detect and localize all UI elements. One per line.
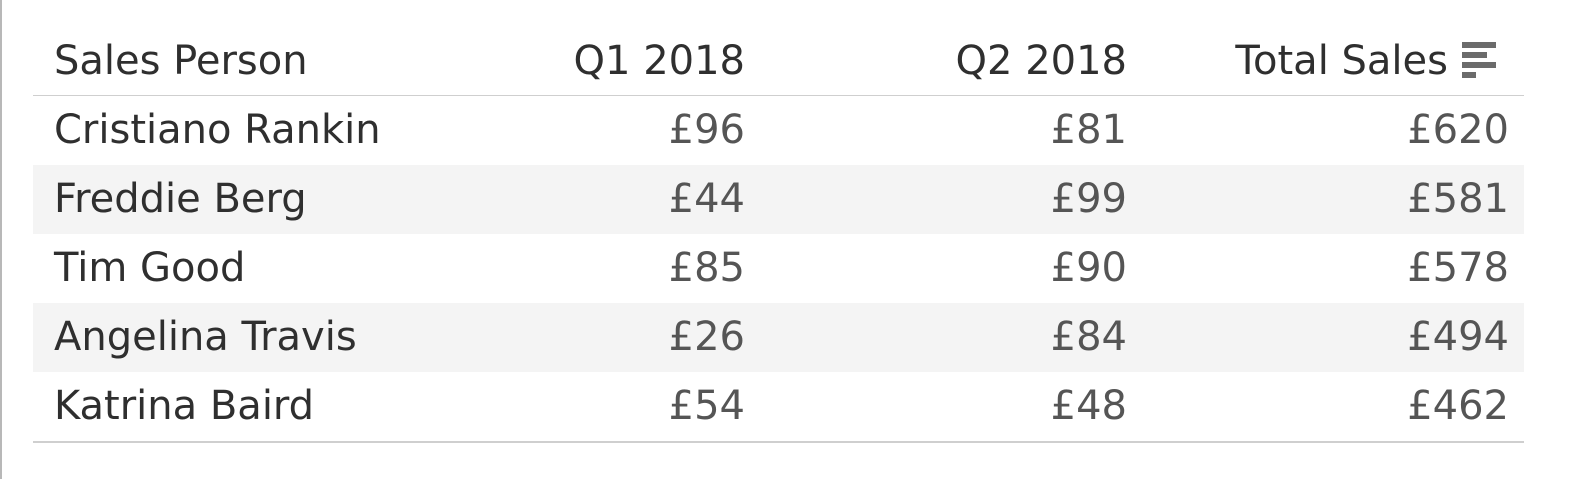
cell-q2-2018: £99: [1050, 176, 1127, 222]
table-row: Cristiano Rankin £96 £81 £620: [33, 96, 1524, 165]
header-total-sales[interactable]: Total Sales: [1235, 38, 1448, 84]
table-bottom-border: [33, 441, 1524, 443]
cell-q1-2018: £26: [668, 314, 745, 360]
cell-sales-person: Angelina Travis: [54, 314, 357, 360]
cell-q1-2018: £44: [668, 176, 745, 222]
cell-q1-2018: £96: [668, 107, 745, 153]
table-row: Tim Good £85 £90 £578: [33, 234, 1524, 303]
cell-q1-2018: £54: [668, 383, 745, 429]
header-sales-person[interactable]: Sales Person: [54, 38, 308, 84]
table-row: Freddie Berg £44 £99 £581: [33, 165, 1524, 234]
cell-q1-2018: £85: [668, 245, 745, 291]
cell-q2-2018: £48: [1050, 383, 1127, 429]
cell-q2-2018: £90: [1050, 245, 1127, 291]
sort-descending-icon[interactable]: [1462, 42, 1496, 80]
table-row: Katrina Baird £54 £48 £462: [33, 372, 1524, 441]
cell-sales-person: Freddie Berg: [54, 176, 307, 222]
cell-sales-person: Cristiano Rankin: [54, 107, 381, 153]
sales-table: Sales Person Q1 2018 Q2 2018 Total Sales…: [33, 27, 1524, 443]
header-q2-2018[interactable]: Q2 2018: [955, 38, 1127, 84]
cell-total-sales: £462: [1407, 383, 1509, 429]
cell-total-sales: £494: [1407, 314, 1509, 360]
header-q1-2018[interactable]: Q1 2018: [573, 38, 745, 84]
cell-total-sales: £578: [1407, 245, 1509, 291]
cell-sales-person: Katrina Baird: [54, 383, 315, 429]
table-row: Angelina Travis £26 £84 £494: [33, 303, 1524, 372]
cell-total-sales: £620: [1407, 107, 1509, 153]
cell-sales-person: Tim Good: [54, 245, 246, 291]
cell-q2-2018: £81: [1050, 107, 1127, 153]
table-header-row: Sales Person Q1 2018 Q2 2018 Total Sales: [33, 27, 1524, 96]
cell-q2-2018: £84: [1050, 314, 1127, 360]
cell-total-sales: £581: [1407, 176, 1509, 222]
view-left-border: [0, 0, 2, 479]
